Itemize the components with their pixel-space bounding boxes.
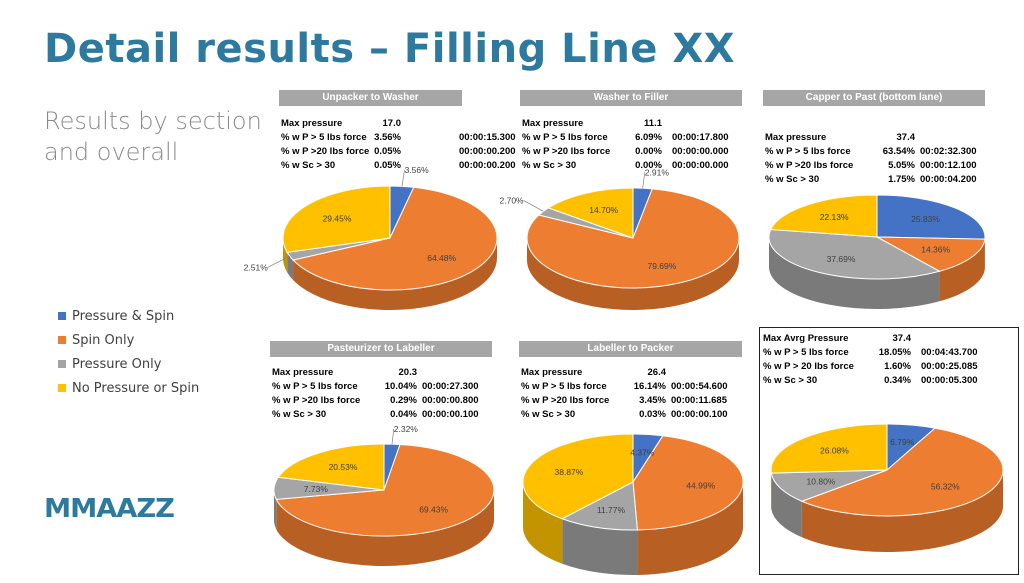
stat-value: 18.05% bbox=[763, 346, 911, 360]
pie-leader-line bbox=[524, 200, 544, 211]
legend-item: Pressure Only bbox=[58, 352, 199, 376]
page-subtitle: Results by section and overall bbox=[44, 106, 274, 168]
chart-legend: Pressure & Spin Spin Only Pressure Only … bbox=[58, 304, 199, 400]
pie-chart: 25.83% 14.36% 37.69% 22.13% bbox=[761, 187, 993, 317]
stat-value: 6.09% bbox=[522, 131, 662, 145]
legend-item: No Pressure or Spin bbox=[58, 376, 199, 400]
pie-data-label: 2.70% bbox=[499, 195, 524, 205]
pie-chart: 2.32%69.43%7.73%20.53% bbox=[266, 436, 502, 574]
stat-time: 00:00:04.200 bbox=[920, 173, 977, 187]
pie-chart: 4.37% 44.99% 11.77% 38.87% bbox=[515, 426, 751, 583]
stat-time: 00:00:54.600 bbox=[671, 380, 728, 394]
legend-swatch-spin-only bbox=[58, 336, 66, 344]
pie-data-label: 4.37% bbox=[630, 448, 655, 458]
pie-data-label: 25.83% bbox=[911, 214, 940, 224]
stat-value: 37.4 bbox=[765, 131, 915, 145]
pie-data-label: 56.32% bbox=[931, 482, 960, 492]
pie-data-label: 2.91% bbox=[645, 167, 670, 177]
stat-time: 00:00:11.685 bbox=[671, 394, 727, 408]
stat-time: 00:00:00.000 bbox=[672, 145, 729, 159]
legend-swatch-pressure-spin bbox=[58, 312, 66, 320]
chart-title: Capper to Past (bottom lane) bbox=[763, 90, 985, 106]
legend-swatch-pressure-only bbox=[58, 360, 66, 368]
stat-time: 00:00:05.300 bbox=[921, 374, 978, 388]
legend-label: Pressure Only bbox=[72, 357, 161, 372]
stat-value: 0.05% bbox=[281, 145, 401, 159]
stat-value: 5.05% bbox=[765, 159, 915, 173]
pie-data-label: 6.79% bbox=[890, 437, 915, 447]
legend-swatch-no-pressure-spin bbox=[58, 384, 66, 392]
stat-value: 0.00% bbox=[522, 159, 662, 173]
legend-label: Pressure & Spin bbox=[72, 309, 174, 324]
pie-data-label: 79.69% bbox=[647, 261, 676, 271]
stat-value: 0.04% bbox=[272, 408, 417, 422]
stat-value: 20.3 bbox=[272, 366, 417, 380]
stat-value: 0.05% bbox=[281, 159, 401, 173]
stat-time: 00:00:00.100 bbox=[671, 408, 728, 422]
stat-value: 3.56% bbox=[281, 131, 401, 145]
pie-chart: 6.79% 56.32% 10.80% 26.08% bbox=[763, 416, 1011, 560]
stat-time: 00:00:00.800 bbox=[422, 394, 479, 408]
stat-time: 00:00:00.200 bbox=[459, 145, 516, 159]
stat-value: 0.03% bbox=[521, 408, 666, 422]
chart-title: Washer to Filler bbox=[520, 90, 742, 106]
chart-title: Unpacker to Washer bbox=[279, 90, 462, 106]
stat-value: 0.29% bbox=[272, 394, 417, 408]
stat-time: 00:00:27.300 bbox=[422, 380, 479, 394]
stat-value: 37.4 bbox=[763, 332, 911, 346]
pie-data-label: 38.87% bbox=[555, 467, 584, 477]
pie-data-label: 14.70% bbox=[589, 205, 618, 215]
pie-data-label: 26.08% bbox=[820, 446, 849, 456]
stat-value: 17.0 bbox=[281, 117, 401, 131]
stat-value: 1.75% bbox=[765, 173, 915, 187]
stat-time: 00:00:15.300 bbox=[459, 131, 516, 145]
chart-title: Labeller to Packer bbox=[519, 341, 742, 357]
pie-data-label: 11.77% bbox=[597, 505, 626, 515]
pie-data-label: 14.36% bbox=[921, 245, 950, 255]
legend-item: Spin Only bbox=[58, 328, 199, 352]
pie-data-label: 10.80% bbox=[807, 476, 836, 486]
stat-time: 00:00:17.800 bbox=[672, 131, 729, 145]
legend-label: No Pressure or Spin bbox=[72, 381, 199, 396]
pie-data-label: 29.45% bbox=[323, 214, 352, 224]
chart-title: Pasteurizer to Labeller bbox=[270, 341, 492, 357]
pie-data-label: 37.69% bbox=[827, 254, 856, 264]
pie-data-label: 20.53% bbox=[329, 462, 358, 472]
stat-value: 1.60% bbox=[763, 360, 911, 374]
pie-data-label: 3.56% bbox=[405, 165, 430, 175]
pie-data-label: 2.32% bbox=[394, 424, 419, 434]
stat-time: 00:02:32.300 bbox=[920, 145, 977, 159]
stat-value: 0.34% bbox=[763, 374, 911, 388]
stat-time: 00:04:43.700 bbox=[921, 346, 978, 360]
stat-value: 16.14% bbox=[521, 380, 666, 394]
stat-time: 00:00:00.100 bbox=[422, 408, 479, 422]
pie-data-label: 22.13% bbox=[820, 212, 849, 222]
pie-data-label: 2.51% bbox=[244, 262, 269, 272]
stat-value: 3.45% bbox=[521, 394, 666, 408]
stat-value: 63.54% bbox=[765, 145, 915, 159]
stat-value: 26.4 bbox=[521, 366, 666, 380]
pie-data-label: 7.73% bbox=[304, 484, 329, 494]
page-title: Detail results – Filling Line XX bbox=[44, 26, 735, 72]
legend-label: Spin Only bbox=[72, 333, 134, 348]
stat-time: 00:00:12.100 bbox=[920, 159, 977, 173]
pie-data-label: 44.99% bbox=[686, 480, 715, 490]
stat-time: 00:00:00.200 bbox=[459, 159, 516, 173]
pie-data-label: 69.43% bbox=[419, 505, 448, 515]
stat-value: 0.00% bbox=[522, 145, 662, 159]
stat-time: 00:00:25.085 bbox=[921, 360, 978, 374]
stat-value: 11.1 bbox=[522, 117, 662, 131]
company-logo: MMAAZZ bbox=[44, 494, 174, 524]
stat-time: 00:00:00.000 bbox=[672, 159, 729, 173]
stat-value: 10.04% bbox=[272, 380, 417, 394]
legend-item: Pressure & Spin bbox=[58, 304, 199, 328]
pie-chart: 2.91%79.69%2.70%14.70% bbox=[519, 180, 747, 318]
pie-chart: 3.56%64.48%2.51%29.45% bbox=[275, 178, 505, 318]
pie-data-label: 64.48% bbox=[427, 253, 456, 263]
